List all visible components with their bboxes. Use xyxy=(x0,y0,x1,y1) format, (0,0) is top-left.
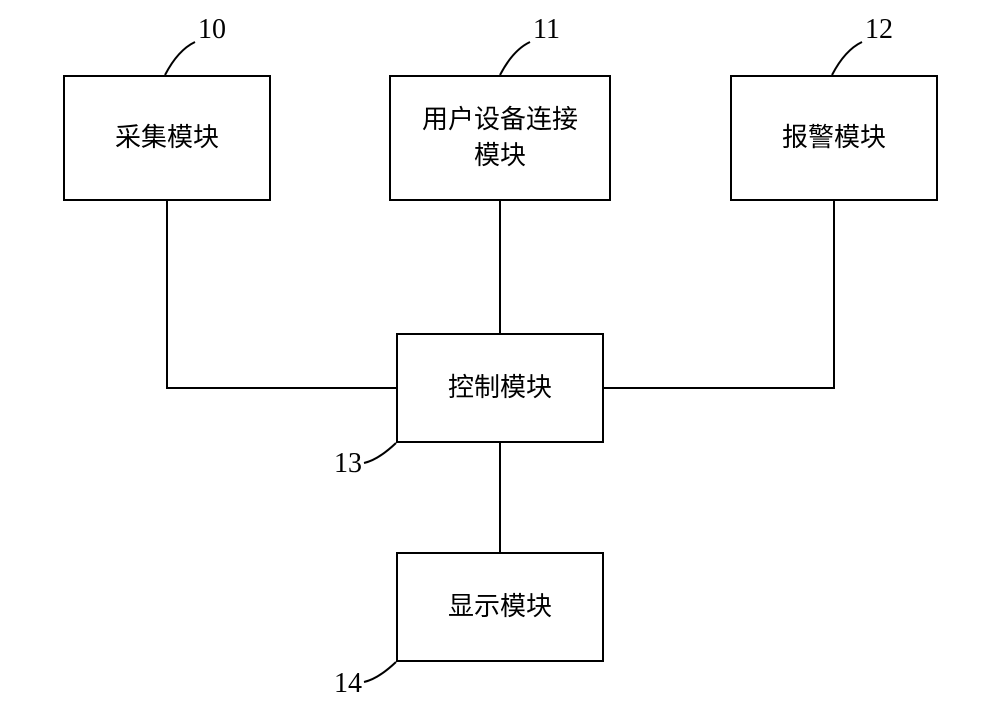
ref-label-10: 10 xyxy=(198,14,226,46)
leader-line xyxy=(0,0,1000,709)
ref-label-13: 13 xyxy=(334,448,362,480)
block-diagram: 采集模块 用户设备连接模块 报警模块 控制模块 显示模块 10 11 12 13… xyxy=(0,0,1000,709)
ref-label-12: 12 xyxy=(865,14,893,46)
ref-label-14: 14 xyxy=(334,668,362,700)
ref-label-11: 11 xyxy=(533,14,560,46)
